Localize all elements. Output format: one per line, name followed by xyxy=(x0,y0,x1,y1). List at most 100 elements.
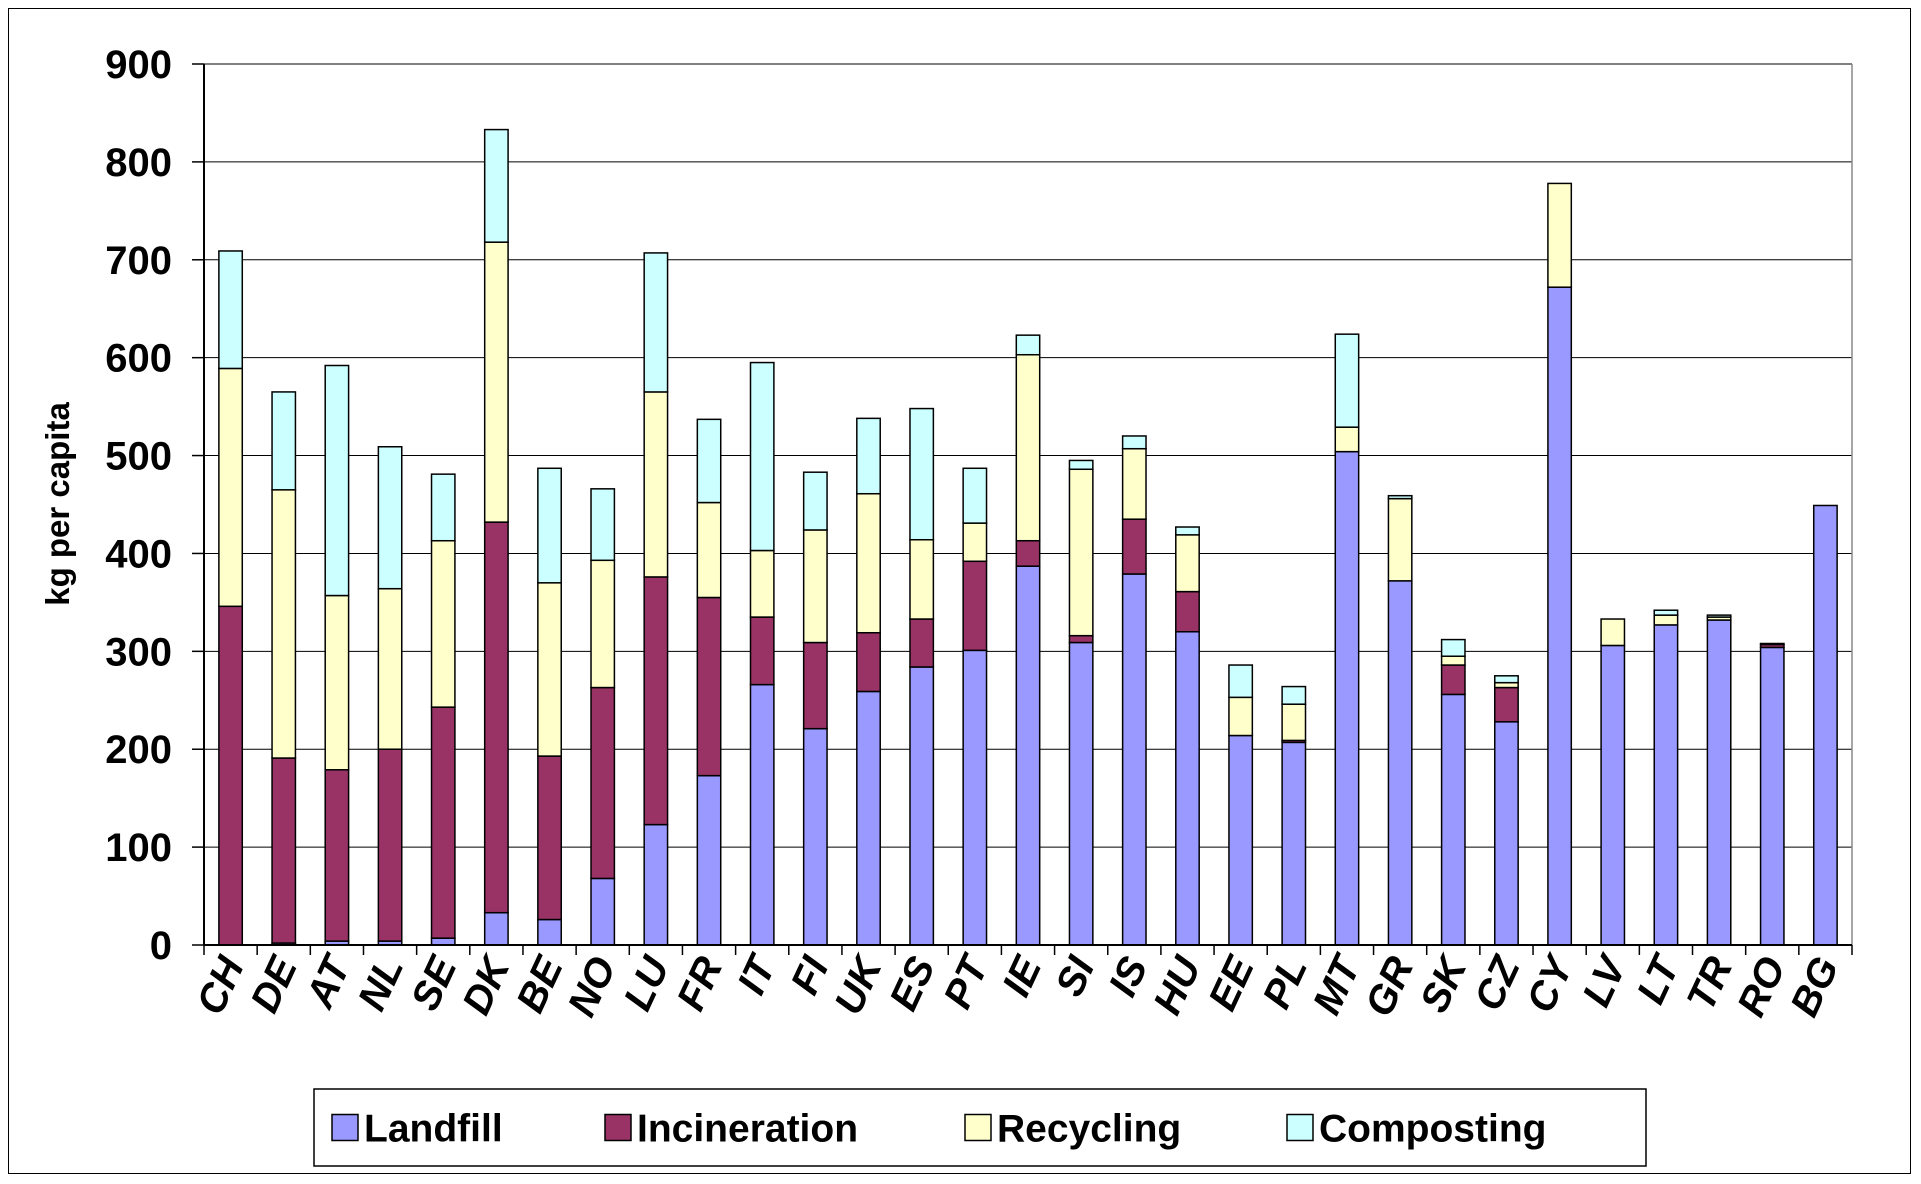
bar-segment-ee-composting xyxy=(1228,664,1254,699)
bar-segment-sk-landfill xyxy=(1440,693,1466,946)
bar-segment-pl-composting xyxy=(1281,685,1307,705)
bar-segment-gr-recycling xyxy=(1387,497,1413,582)
bar-segment-si-composting xyxy=(1068,459,1094,471)
x-tick-label: SE xyxy=(403,949,466,1017)
y-tick-label: 0 xyxy=(150,924,172,968)
bar-segment-dk-recycling xyxy=(483,241,509,523)
bar-segment-lt-composting xyxy=(1653,609,1679,616)
legend-label-landfill: Landfill xyxy=(364,1108,503,1151)
bar-segment-se-recycling xyxy=(430,539,456,708)
bar-segment-cy-recycling xyxy=(1547,182,1573,288)
bar-segment-fi-composting xyxy=(802,471,828,531)
y-tick-label: 200 xyxy=(105,728,172,772)
x-tick-label: EE xyxy=(1200,949,1263,1017)
bar-segment-sk-recycling xyxy=(1440,655,1466,666)
bar-segment-dk-composting xyxy=(483,128,509,243)
x-tick-label: FI xyxy=(783,949,838,1001)
bar-segment-no-recycling xyxy=(590,559,616,689)
y-tick-label: 800 xyxy=(105,141,172,185)
x-tick-label: DE xyxy=(243,949,307,1019)
bar-segment-at-composting xyxy=(324,364,350,597)
bar-segment-ch-recycling xyxy=(218,367,244,608)
x-tick-label: LT xyxy=(1629,947,1690,1010)
bar-segment-hu-recycling xyxy=(1175,534,1200,593)
bar-segment-uk-incineration xyxy=(856,631,881,693)
bar-segment-is-composting xyxy=(1121,435,1147,450)
bar-segment-fi-incineration xyxy=(802,641,828,730)
y-tick-label: 700 xyxy=(105,239,172,283)
bar-segment-no-composting xyxy=(590,488,616,562)
y-tick-label: 900 xyxy=(105,43,172,87)
bar-segment-fi-landfill xyxy=(802,727,828,946)
bar-segment-lv-landfill xyxy=(1600,644,1626,946)
x-tick-label: GR xyxy=(1357,950,1422,1023)
bar-segment-pl-landfill xyxy=(1281,741,1307,946)
bar-segment-ch-incineration xyxy=(218,605,244,946)
bar-segment-pl-recycling xyxy=(1281,703,1307,742)
bar-segment-is-recycling xyxy=(1121,447,1147,520)
bar-segment-dk-landfill xyxy=(483,911,509,946)
x-tick-label: SK xyxy=(1412,947,1477,1019)
bar-segment-fr-landfill xyxy=(696,774,722,946)
x-tick-label: ES xyxy=(881,950,944,1017)
bar-segment-be-incineration xyxy=(537,755,562,921)
x-tick-label: NL xyxy=(350,950,412,1017)
bar-segment-lu-composting xyxy=(643,252,669,393)
bar-segment-is-incineration xyxy=(1121,518,1147,575)
bar-segment-uk-recycling xyxy=(856,492,881,634)
bar-segment-lu-landfill xyxy=(643,823,669,946)
bar-segment-cz-composting xyxy=(1494,675,1519,684)
bar-segment-no-incineration xyxy=(590,686,616,880)
bar-segment-lt-landfill xyxy=(1653,624,1679,946)
bar-segment-fr-recycling xyxy=(696,501,722,599)
y-tick-label: 600 xyxy=(105,337,172,381)
x-tick-label: IE xyxy=(994,949,1050,1003)
bar-segment-se-composting xyxy=(430,473,456,542)
bar-segment-si-incineration xyxy=(1068,634,1094,644)
bar-segment-se-incineration xyxy=(430,706,456,939)
bar-segment-cy-landfill xyxy=(1547,286,1573,946)
bar-segment-uk-composting xyxy=(856,417,881,495)
x-tick-label: PL xyxy=(1254,950,1315,1015)
bar-segment-lu-recycling xyxy=(643,391,669,578)
x-tick-label: CZ xyxy=(1466,949,1529,1017)
bar-segment-be-composting xyxy=(537,467,562,584)
y-tick-label: 100 xyxy=(105,826,172,870)
y-tick-label: 400 xyxy=(105,532,172,576)
bar-segment-ro-composting xyxy=(1759,642,1785,646)
x-tick-label: DK xyxy=(454,947,520,1021)
x-tick-label: BE xyxy=(508,949,572,1019)
bar-segment-ee-recycling xyxy=(1228,696,1254,737)
bar-segment-lu-incineration xyxy=(643,576,669,826)
bar-segment-sk-composting xyxy=(1440,638,1466,657)
x-tick-label: IT xyxy=(729,947,785,1001)
x-tick-label: RO xyxy=(1729,950,1794,1023)
bar-segment-it-recycling xyxy=(749,549,775,618)
x-tick-label: CY xyxy=(1518,947,1583,1019)
bar-segment-ro-landfill xyxy=(1759,646,1785,946)
bar-segment-ie-composting xyxy=(1015,334,1041,356)
bar-segment-cz-incineration xyxy=(1494,686,1519,723)
bar-segment-si-landfill xyxy=(1068,641,1094,946)
bar-segment-gr-composting xyxy=(1387,494,1413,500)
bar-segment-fr-incineration xyxy=(696,596,722,777)
bar-segment-es-landfill xyxy=(909,666,935,946)
x-tick-label: LU xyxy=(616,949,679,1017)
bar-segment-de-incineration xyxy=(271,757,297,944)
bar-segment-nl-composting xyxy=(377,445,403,590)
x-tick-label: HU xyxy=(1145,949,1210,1021)
legend-label-recycling: Recycling xyxy=(997,1108,1181,1151)
x-tick-label: LV xyxy=(1574,947,1636,1013)
bar-segment-tr-landfill xyxy=(1706,619,1732,946)
x-tick-label: PT xyxy=(936,947,999,1015)
bar-segment-is-landfill xyxy=(1121,573,1147,946)
bar-segment-ie-incineration xyxy=(1015,539,1041,567)
bar-segment-be-landfill xyxy=(537,918,562,946)
bar-segment-hu-composting xyxy=(1175,526,1200,536)
legend-label-incineration: Incineration xyxy=(637,1108,858,1151)
bar-segment-es-composting xyxy=(909,407,935,541)
bar-segment-nl-incineration xyxy=(377,748,403,942)
bar-segment-fi-recycling xyxy=(802,529,828,644)
bar-segment-se-landfill xyxy=(430,937,456,946)
legend-swatch-recycling xyxy=(964,1113,992,1142)
